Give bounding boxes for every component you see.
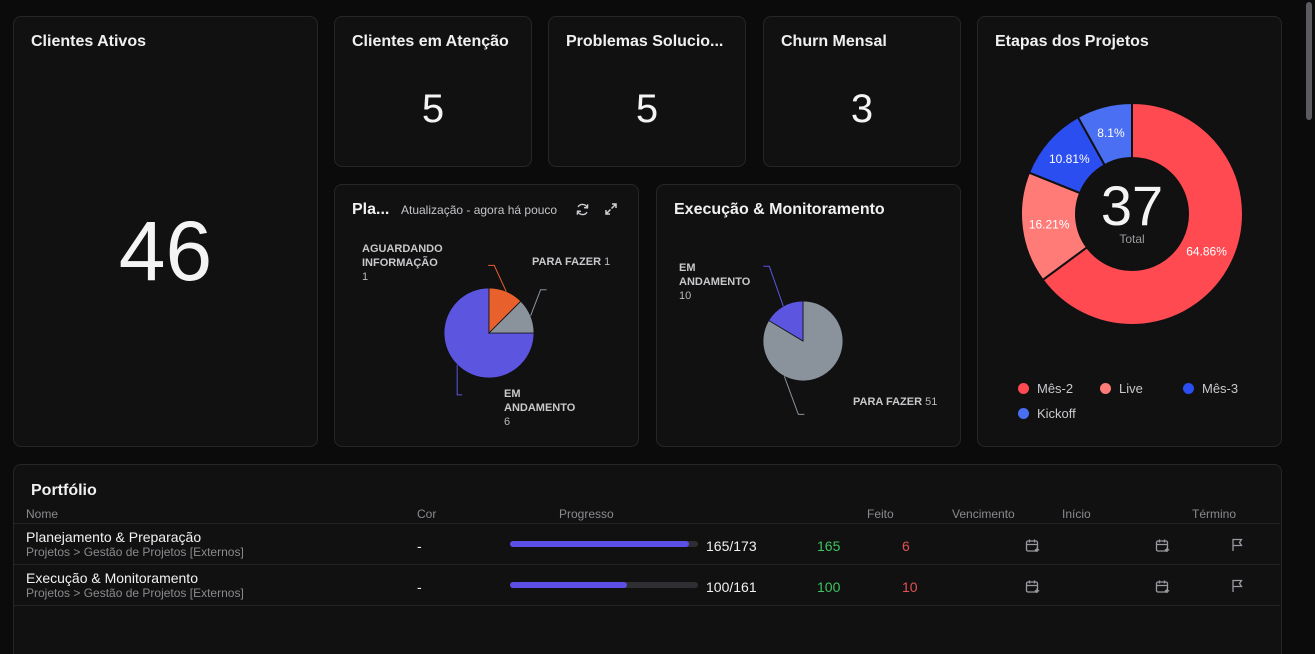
progress-fill (510, 582, 627, 588)
flag-icon[interactable] (1231, 538, 1244, 552)
progress-bar (510, 582, 698, 588)
project-path: Projetos > Gestão de Projetos [Externos] (26, 586, 244, 600)
pie-slice-para-fazer[interactable] (488, 300, 535, 334)
planejamento-card: Pla... Atualização - agora há pouco AGUA… (334, 184, 639, 447)
calendar-add-icon[interactable] (1155, 538, 1170, 553)
donut-slice-label: 10.81% (1049, 152, 1090, 166)
problemas-value: 5 (635, 87, 659, 131)
row-divider (14, 523, 1280, 524)
legend-item-live[interactable]: Live (1100, 381, 1143, 396)
col-header-feito[interactable]: Feito (867, 507, 894, 521)
donut-total-label: Total (1119, 232, 1145, 246)
execucao-title: Execução & Monitoramento (674, 201, 885, 218)
clientes-atencao-card: Clientes em Atenção 5 (334, 16, 532, 167)
legend-item-mes-3[interactable]: Mês-3 (1183, 381, 1238, 396)
clientes-ativos-value: 46 (118, 204, 213, 298)
refresh-icon[interactable] (575, 202, 590, 217)
donut-slice-label: 16.21% (1029, 218, 1070, 232)
legend-dot (1183, 383, 1194, 394)
progress-text: 165/173 (706, 538, 757, 554)
clientes-atencao-value: 5 (421, 87, 445, 131)
col-header-progresso[interactable]: Progresso (559, 507, 614, 521)
project-name[interactable]: Planejamento & Preparação (26, 529, 202, 545)
pie-label-em-andamento: EM ANDAMENTO 10 (679, 262, 751, 302)
row-divider (14, 605, 1280, 606)
etapas-title: Etapas dos Projetos (995, 33, 1149, 50)
churn-value: 3 (850, 87, 874, 131)
pie-label-para-fazer: PARA FAZER 1 (532, 256, 611, 268)
etapas-donut: 64.86% 16.21% 10.81% 8.1% (1020, 101, 1244, 326)
legend-dot (1100, 383, 1111, 394)
churn-card: Churn Mensal 3 (763, 16, 961, 167)
leader-line (530, 289, 547, 316)
donut-slice-label: 8.1% (1097, 126, 1125, 140)
churn-title: Churn Mensal (781, 33, 887, 50)
etapas-card: Etapas dos Projetos 64.86% 16.21% 10.81% 8.… (977, 16, 1282, 447)
col-header-termino[interactable]: Término (1192, 507, 1237, 521)
pie-slice-em-andamento[interactable] (443, 287, 535, 379)
progress-text: 100/161 (706, 579, 757, 595)
donut-slice-kickoff[interactable] (1076, 101, 1133, 167)
col-header-vencimento[interactable]: Vencimento (952, 507, 1015, 521)
donut-slice-label: 64.86% (1186, 245, 1227, 259)
leader-line (488, 264, 507, 292)
planejamento-pie (443, 264, 547, 396)
calendar-add-icon[interactable] (1025, 579, 1040, 594)
pie-label-para-fazer: PARA FAZER 51 (853, 396, 938, 408)
project-color: - (417, 538, 422, 554)
clientes-ativos-title: Clientes Ativos (31, 33, 146, 50)
clientes-atencao-title: Clientes em Atenção (352, 33, 509, 50)
expand-icon[interactable] (604, 202, 618, 216)
calendar-add-icon[interactable] (1155, 579, 1170, 594)
progress-bar (510, 541, 698, 547)
flag-icon[interactable] (1231, 579, 1244, 593)
col-header-cor[interactable]: Cor (417, 507, 437, 521)
progress-fill (510, 541, 690, 547)
col-header-nome[interactable]: Nome (26, 507, 59, 521)
calendar-add-icon[interactable] (1025, 538, 1040, 553)
leader-line (456, 364, 463, 396)
portfolio-title: Portfólio (31, 482, 97, 499)
leader-line (783, 376, 805, 415)
planejamento-title: Pla... (352, 201, 390, 218)
done-count: 165 (817, 538, 841, 554)
pie-label-aguardando: AGUARDANDO INFORMAÇÃO 1 (362, 243, 443, 283)
pending-count: 10 (902, 579, 918, 595)
portfolio-card: Portfólio (13, 464, 1282, 654)
legend-dot (1018, 408, 1029, 419)
row-divider (14, 564, 1280, 565)
page-scrollbar[interactable] (1306, 2, 1312, 120)
clientes-ativos-card: Clientes Ativos 46 (13, 16, 318, 447)
project-name[interactable]: Execução & Monitoramento (26, 570, 198, 586)
execucao-card: Execução & Monitoramento EM ANDAMENTO 10… (656, 184, 961, 447)
project-color: - (417, 579, 422, 595)
update-status: Atualização - agora há pouco (401, 203, 558, 217)
legend-dot (1018, 383, 1029, 394)
execucao-pie (762, 265, 844, 415)
done-count: 100 (817, 579, 841, 595)
problemas-title: Problemas Solucio... (566, 33, 724, 50)
legend-item-kickoff[interactable]: Kickoff (1018, 406, 1076, 421)
donut-total-value: 37 (1100, 174, 1164, 237)
leader-line (763, 265, 784, 307)
pie-label-em-andamento: EM ANDAMENTO 6 (504, 388, 576, 428)
problemas-card: Problemas Solucio... 5 (548, 16, 746, 167)
project-path: Projetos > Gestão de Projetos [Externos] (26, 545, 244, 559)
col-header-inicio[interactable]: Início (1062, 507, 1091, 521)
donut-slice-mes-2[interactable] (1041, 101, 1244, 326)
pending-count: 6 (902, 538, 910, 554)
legend-item-mes-2[interactable]: Mês-2 (1018, 381, 1073, 396)
